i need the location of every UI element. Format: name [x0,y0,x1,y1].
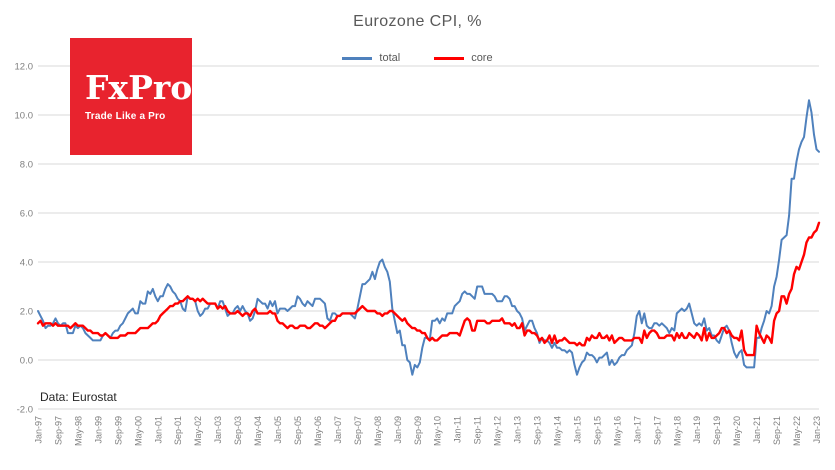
y-axis-label: 6.0 [20,209,33,220]
x-axis-label: Sep-99 [113,416,123,445]
x-axis-label: Sep-21 [772,416,782,445]
x-axis-label: Sep-01 [173,416,183,445]
x-axis-label: May-18 [672,416,682,446]
x-axis-label: Sep-15 [592,416,602,445]
legend-item-total[interactable]: total [342,52,400,64]
chart-title: Eurozone CPI, % [353,13,482,30]
core-line-swatch [434,56,465,60]
x-axis-label: May-04 [253,416,263,446]
x-axis-label: Jan-01 [153,416,163,444]
chart-legend: total core [0,52,835,64]
y-axis-label: 2.0 [20,307,33,318]
x-axis-label: Jan-05 [273,416,283,444]
fxpro-tagline: Trade Like a Pro [85,111,166,123]
x-axis-label: May-10 [433,416,443,446]
legend-label-core: core [471,52,493,64]
legend-label-total: total [379,52,401,64]
x-axis-label: May-12 [493,416,503,446]
core-line [36,221,821,357]
x-axis-label: Jan-19 [692,416,702,444]
y-axis-label: -2.0 [17,405,33,416]
x-axis-label: May-08 [373,416,383,446]
x-axis-label: Jan-07 [333,416,343,444]
x-axis-label: May-06 [313,416,323,446]
fxpro-wordmark: FxPro [85,67,193,107]
x-axis-label: Sep-97 [53,416,63,445]
x-axis-label: May-14 [553,416,563,446]
x-axis-label: Jan-17 [632,416,642,444]
x-axis-label: Sep-07 [353,416,363,445]
x-axis-label: Jan-03 [213,416,223,444]
total-line-swatch [342,56,373,60]
x-axis-label: Jan-15 [572,416,582,444]
x-axis-label: May-98 [73,416,83,446]
x-axis-label: Sep-05 [293,416,303,445]
x-axis-label: Jan-97 [34,416,44,444]
x-axis-label: May-00 [133,416,143,446]
x-axis-label: May-22 [792,416,802,446]
x-axis-label: Sep-11 [473,416,483,444]
x-axis-label: Sep-19 [712,416,722,445]
fxpro-logo: FxPro Trade Like a Pro [70,38,192,155]
x-axis-label: Sep-03 [233,416,243,445]
x-axis-label: Jan-21 [752,416,762,444]
x-axis-label: Jan-23 [812,416,822,444]
x-axis-label: Jan-11 [453,416,463,443]
x-axis-label: Jan-99 [93,416,103,444]
x-axis-label: Jan-13 [513,416,523,444]
y-axis-label: 10.0 [15,111,34,122]
x-axis-label: Sep-13 [533,416,543,445]
data-source-note: Data: Eurostat [40,390,117,404]
y-axis-label: 12.0 [15,62,34,73]
x-axis-label: May-20 [732,416,742,446]
x-axis-label: Sep-09 [413,416,423,445]
y-axis-label: 8.0 [20,160,33,171]
x-axis-label: May-02 [193,416,203,446]
x-axis-label: May-16 [612,416,622,446]
y-axis-label: 4.0 [20,258,33,269]
legend-item-core[interactable]: core [434,52,493,64]
y-axis-label: 0.0 [20,356,33,367]
x-axis-label: Jan-09 [393,416,403,444]
x-axis-label: Sep-17 [652,416,662,445]
